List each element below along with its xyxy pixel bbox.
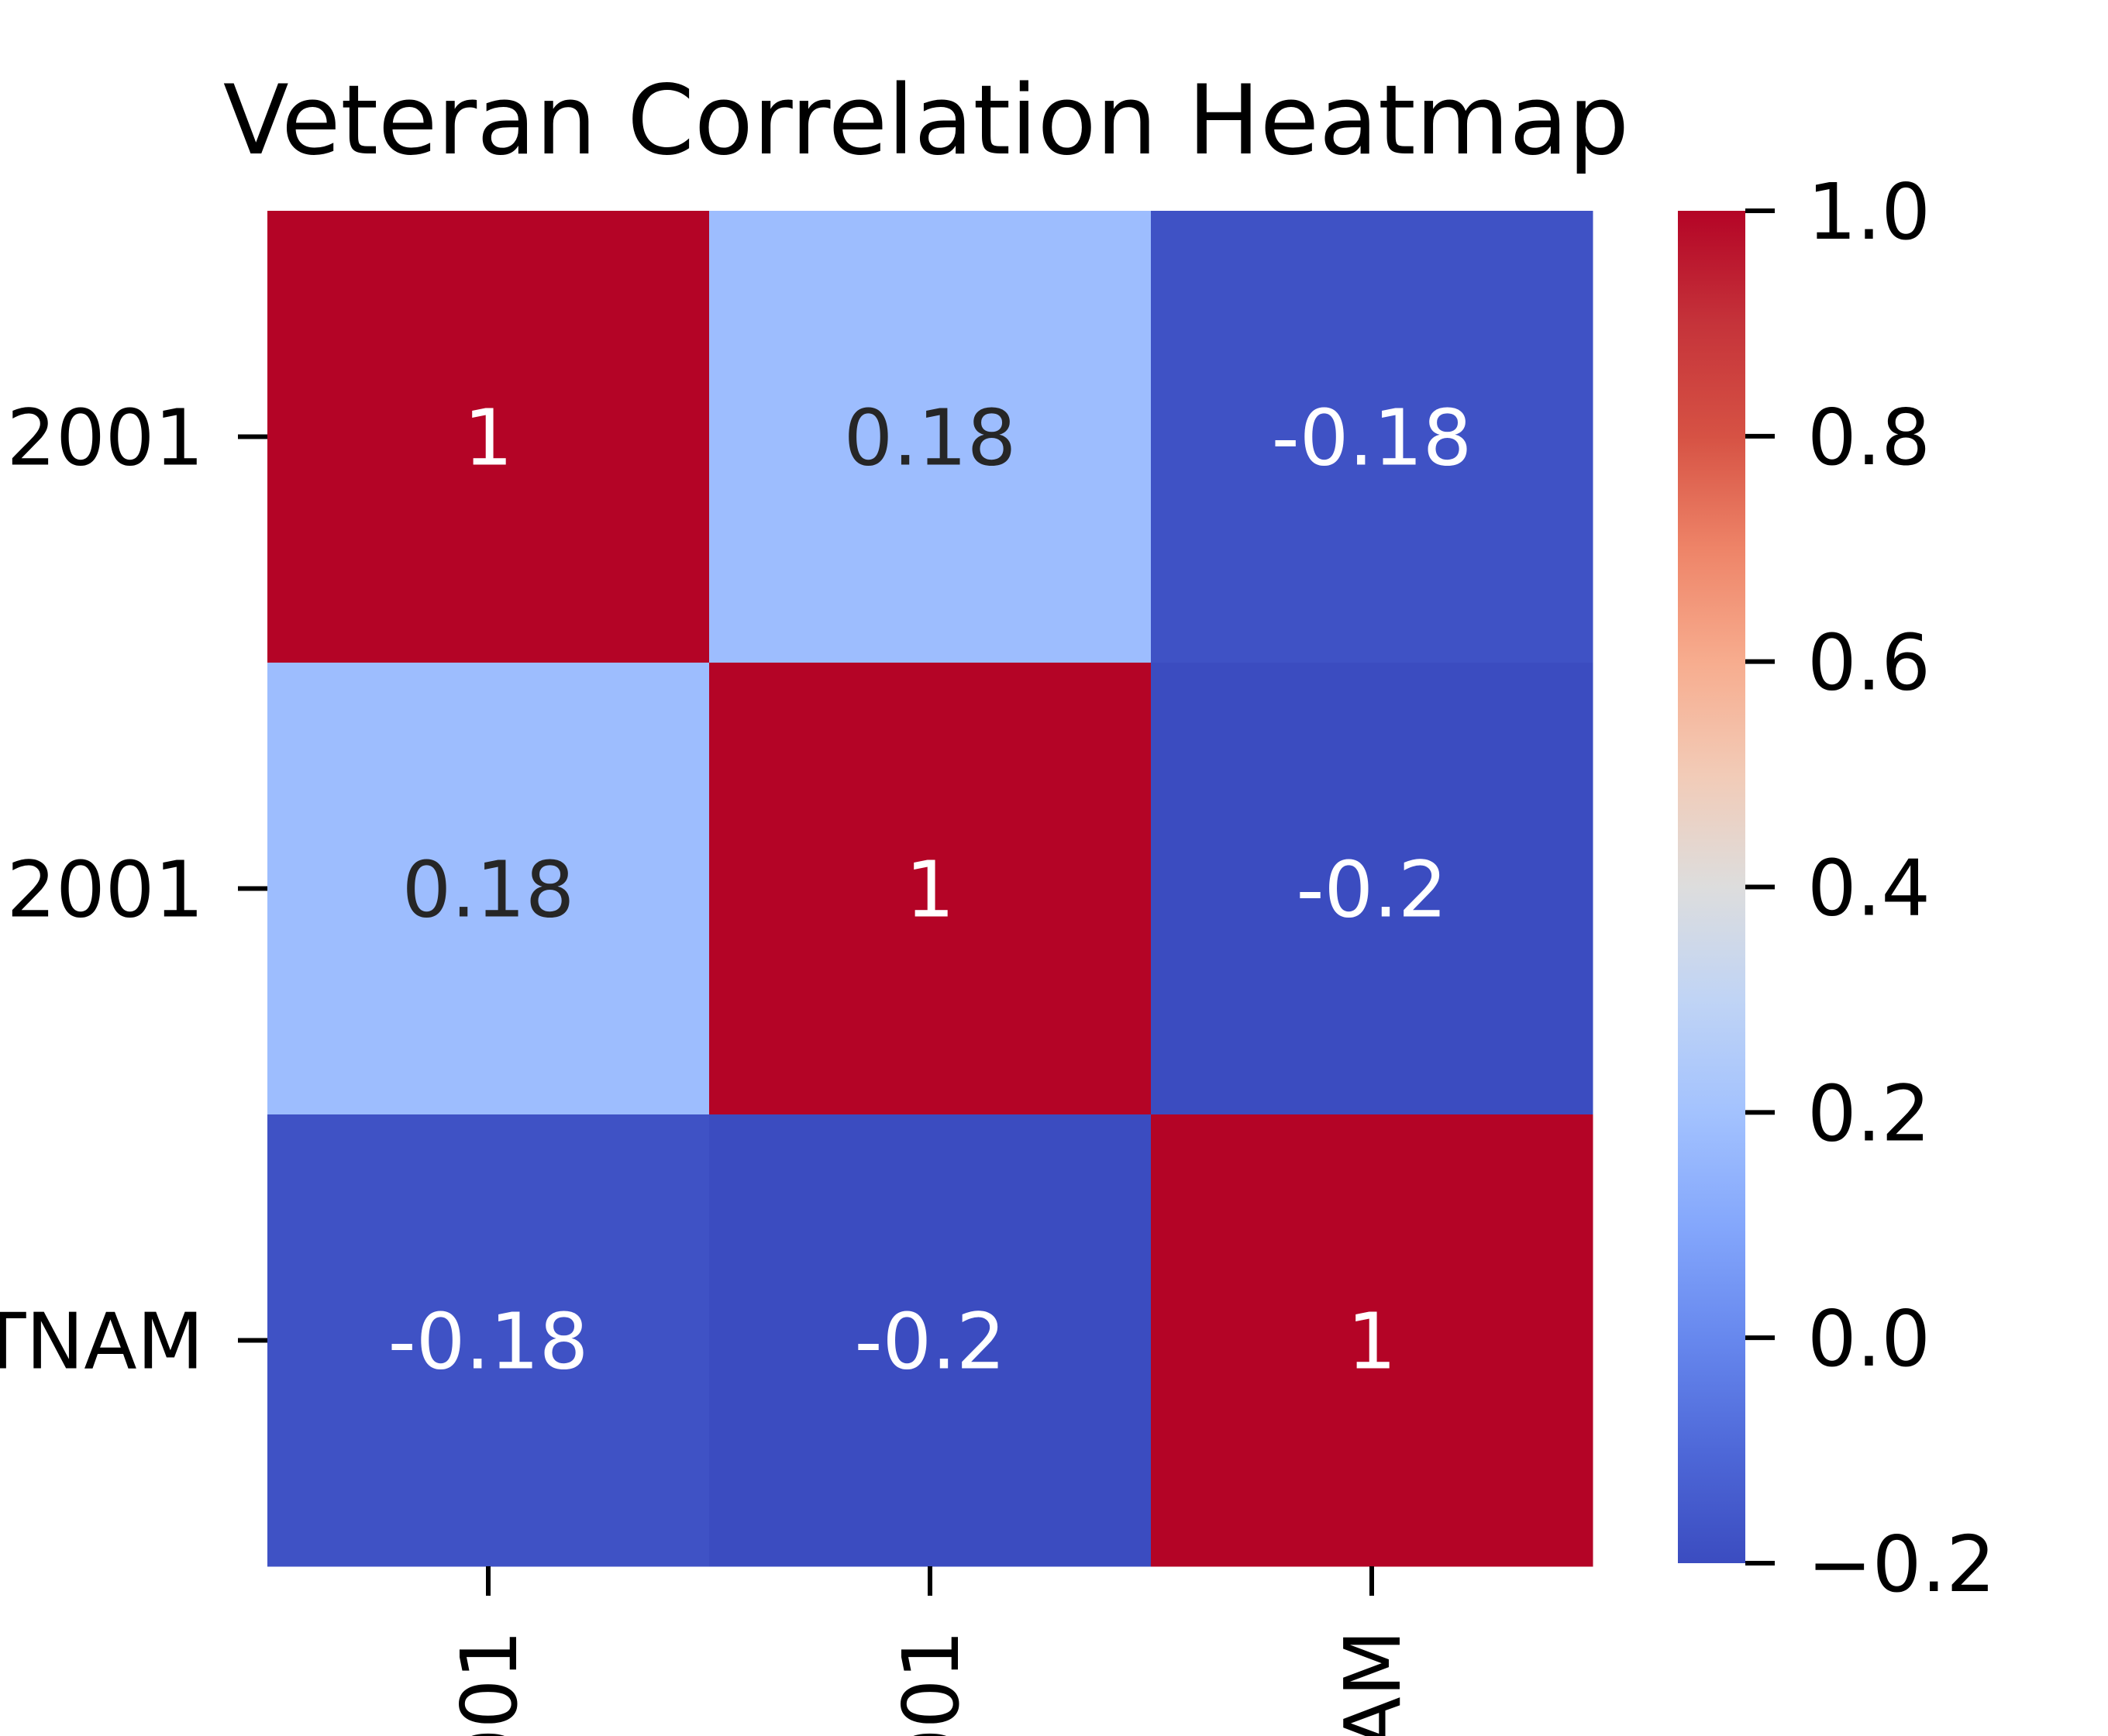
heatmap-cell — [267, 211, 710, 663]
x-axis: 001 001 AM — [444, 1566, 1418, 1736]
colorbar-tick-label: 0.2 — [1807, 1068, 1931, 1159]
colorbar-gradient — [1678, 211, 1745, 1563]
colorbar-ticks: 1.0 0.8 0.6 0.4 0.2 0.0 −0.2 — [1745, 167, 1996, 1610]
y-axis: 2001 2001 TNAM — [0, 393, 267, 1387]
colorbar-tick-label: −0.2 — [1807, 1519, 1996, 1610]
colorbar-tick-label: 0.6 — [1807, 618, 1931, 708]
y-tick-label: 2001 — [7, 845, 205, 935]
x-tick-label: AM — [1328, 1630, 1418, 1736]
heatmap-cell — [1151, 211, 1593, 663]
cell-value-label: 1 — [463, 393, 513, 484]
cell-value-label: 1 — [905, 845, 955, 935]
x-tick-label: 001 — [444, 1630, 535, 1736]
heatmap-cell — [1151, 663, 1593, 1115]
heatmap-cell — [709, 1114, 1152, 1567]
colorbar-tick-label: 0.4 — [1807, 843, 1931, 934]
cell-value-label: 0.18 — [844, 393, 1017, 484]
x-tick-label: 001 — [886, 1630, 976, 1736]
y-tick-label: TNAM — [0, 1297, 204, 1387]
cell-value-label: -0.2 — [854, 1297, 1005, 1387]
cell-value-label: -0.2 — [1296, 845, 1447, 935]
colorbar — [1678, 211, 1745, 1563]
chart-title: Veteran Correlation Heatmap — [223, 65, 1629, 177]
colorbar-tick-label: 0.8 — [1807, 392, 1931, 483]
heatmap-cell — [1151, 1114, 1593, 1567]
heatmap-cell — [709, 211, 1152, 663]
colorbar-tick-label: 1.0 — [1807, 167, 1931, 257]
cell-value-label: -0.18 — [1272, 393, 1472, 484]
colorbar-tick-label: 0.0 — [1807, 1293, 1931, 1384]
y-tick-label: 2001 — [7, 393, 205, 484]
cell-value-label: 0.18 — [402, 845, 575, 935]
cell-value-label: -0.18 — [388, 1297, 589, 1387]
heatmap-cells: 1 0.18 -0.18 0.18 1 -0.2 -0.18 -0.2 1 — [267, 211, 1593, 1567]
heatmap-cell — [267, 663, 710, 1115]
cell-value-label: 1 — [1347, 1297, 1397, 1387]
heatmap-cell — [709, 663, 1152, 1115]
heatmap-cell — [267, 1114, 710, 1567]
